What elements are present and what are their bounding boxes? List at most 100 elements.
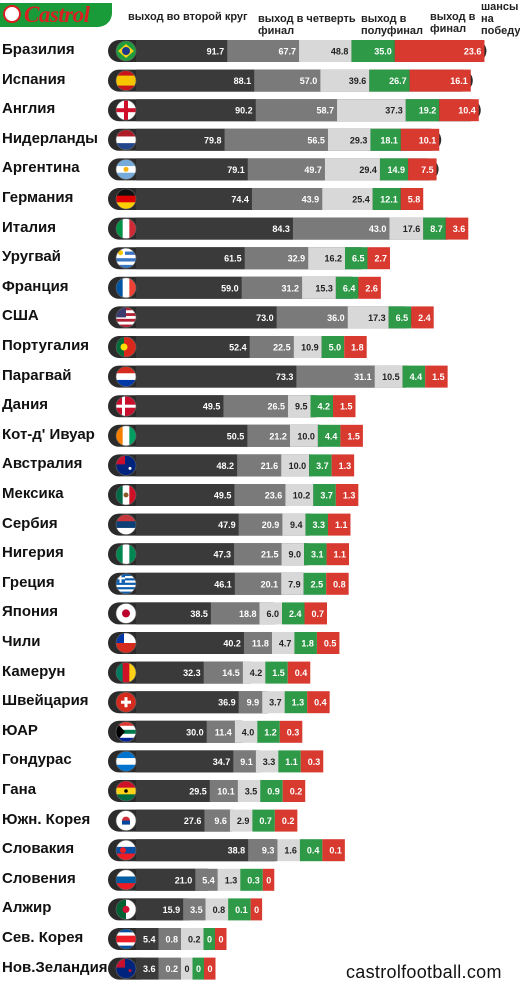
nigeria-flag-icon — [115, 543, 137, 565]
country-label: Нидерланды — [2, 129, 98, 147]
country-label: Чили — [2, 633, 41, 650]
australia-flag-icon — [115, 455, 137, 476]
country-label: Англия — [2, 100, 56, 118]
bar-segment-stage-3 — [242, 661, 266, 684]
data-label: 37.3 — [385, 106, 403, 116]
bar-segment-stage-2 — [158, 928, 181, 950]
chart-row: 88.1 57.0 39.6 26.7 16.1 — [108, 69, 473, 92]
bar-segment-stage-2 — [251, 188, 323, 210]
chart-row: 30.0 11.4 4.0 1.2 0.3 — [108, 720, 303, 743]
data-label: 0 — [196, 964, 201, 974]
bar-segment-stage-4 — [203, 928, 215, 950]
data-label: 0.9 — [267, 787, 280, 797]
south-africa-flag-icon — [115, 721, 137, 743]
bar-segment-stage-3 — [285, 484, 314, 506]
bar-segment-stage-3 — [320, 69, 370, 92]
country-label: Словения — [2, 869, 76, 887]
chart-row: 52.4 22.5 10.9 5.0 1.8 — [108, 336, 367, 358]
slovenia-flag-icon — [115, 869, 137, 891]
data-label: 5.8 — [408, 195, 421, 205]
brazil-flag-icon — [115, 40, 137, 62]
data-label: 32.3 — [183, 668, 201, 678]
data-label: 0.7 — [259, 816, 272, 826]
bar-segment-stage-1 — [136, 898, 184, 921]
chart-row: 46.1 20.1 7.9 2.5 0.8 — [108, 572, 349, 595]
bar-segment-stage-5 — [262, 868, 275, 891]
data-label: 3.3 — [263, 757, 276, 767]
data-label: 36.9 — [218, 698, 236, 708]
bar-segment-stage-5 — [282, 780, 306, 802]
bar-segment-stage-4 — [345, 247, 368, 270]
bar-segment-stage-3 — [302, 276, 336, 299]
bar-segment-stage-2 — [249, 336, 294, 358]
data-label: 0.5 — [324, 639, 337, 649]
chart-row: 15.9 3.5 0.8 0.1 0 — [108, 898, 263, 921]
data-label: 1.8 — [351, 343, 364, 353]
bar-segment-stage-5 — [394, 40, 485, 62]
bar-segment-stage-2 — [210, 602, 260, 625]
data-label: 3.3 — [312, 520, 325, 530]
bar-segment-stage-5 — [279, 720, 303, 743]
data-label: 14.9 — [388, 165, 406, 175]
bar-segment-stage-1 — [136, 395, 224, 418]
bar-segment-stage-5 — [326, 543, 350, 566]
data-label: 5.4 — [202, 875, 215, 885]
data-label: 0.4 — [295, 668, 308, 678]
country-label: Гондурас — [2, 751, 72, 769]
data-label: 0.7 — [311, 609, 324, 619]
data-label: 1.5 — [347, 431, 360, 441]
bar-segment-stage-2 — [233, 750, 256, 773]
data-label: 1.3 — [292, 698, 305, 708]
data-label: 2.7 — [374, 254, 387, 264]
data-label: 2.9 — [237, 816, 250, 826]
data-label: 67.7 — [278, 47, 296, 57]
bar-segment-stage-1 — [136, 247, 245, 270]
bar-segment-stage-3 — [281, 454, 310, 477]
bar-segment-stage-5 — [287, 661, 311, 684]
honduras-flag-icon — [115, 751, 137, 772]
data-label: 90.2 — [235, 106, 253, 116]
bar-segment-stage-4 — [388, 306, 412, 329]
cameroon-flag-icon — [115, 662, 137, 683]
data-label: 8.7 — [430, 224, 443, 234]
bar-segment-stage-4 — [252, 809, 275, 832]
data-label: 21.0 — [175, 875, 193, 885]
north-korea-flag-icon — [115, 928, 137, 950]
bar-segment-stage-3 — [277, 839, 300, 862]
bar-segment-stage-1 — [136, 128, 225, 151]
data-label: 23.6 — [265, 491, 283, 501]
chart-row: 3.6 0.2 0 0 0 — [108, 957, 216, 980]
chart-row: 84.3 43.0 17.6 8.7 3.6 — [108, 217, 469, 240]
bar-segment-stage-4 — [313, 484, 336, 506]
bar-segment-stage-3 — [308, 247, 345, 270]
data-label: 9.6 — [214, 816, 227, 826]
bar-segment-stage-2 — [296, 365, 375, 388]
bar-segment-stage-4 — [305, 513, 328, 536]
bar-segment-stage-2 — [243, 632, 272, 654]
data-label: 38.5 — [190, 609, 208, 619]
bar-segment-stage-2 — [254, 69, 321, 92]
italy-flag-icon — [115, 218, 137, 239]
serbia-flag-icon — [115, 514, 137, 535]
data-label: 1.8 — [301, 639, 314, 649]
data-label: 0.1 — [329, 846, 342, 856]
bar-segment-stage-4 — [278, 750, 301, 773]
data-label: 59.0 — [221, 283, 239, 293]
data-label: 27.6 — [184, 816, 202, 826]
germany-flag-icon — [115, 188, 137, 210]
bar-segment-stage-1 — [136, 40, 228, 62]
bar-segment-stage-2 — [183, 898, 206, 921]
spain-flag-icon — [115, 70, 137, 91]
country-label: Португалия — [2, 337, 90, 354]
bar-segment-stage-2 — [244, 247, 309, 270]
bar-segment-stage-1 — [136, 188, 252, 210]
data-label: 0.3 — [308, 757, 321, 767]
data-label: 10.9 — [301, 343, 319, 353]
bar-segment-stage-2 — [195, 868, 218, 891]
bar-segment-stage-3 — [237, 780, 261, 802]
data-label: 16.2 — [324, 254, 342, 264]
bar-segment-stage-1 — [136, 336, 250, 358]
data-label: 84.3 — [272, 224, 290, 234]
bar-segment-stage-1 — [136, 750, 234, 773]
bar-segment-stage-3 — [327, 128, 371, 151]
